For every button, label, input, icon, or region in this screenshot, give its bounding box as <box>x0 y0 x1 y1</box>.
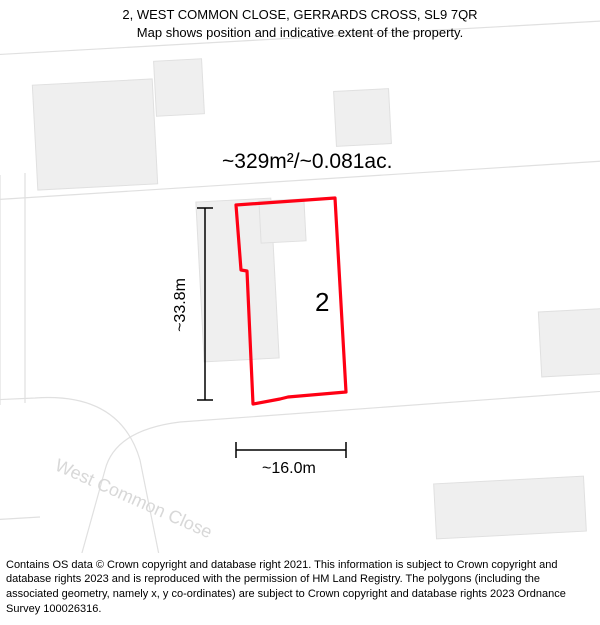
header: 2, WEST COMMON CLOSE, GERRARDS CROSS, SL… <box>0 0 600 42</box>
address-line: 2, WEST COMMON CLOSE, GERRARDS CROSS, SL… <box>0 6 600 24</box>
plot-number: 2 <box>315 287 329 318</box>
map-canvas: ~329m²/~0.081ac. 2 ~33.8m ~16.0m West Co… <box>0 0 600 560</box>
area-label: ~329m²/~0.081ac. <box>222 150 392 174</box>
dimension-horizontal-label: ~16.0m <box>262 460 316 478</box>
dimension-vertical-label: ~33.8m <box>172 278 190 332</box>
subtitle-line: Map shows position and indicative extent… <box>0 24 600 42</box>
attribution-footer: Contains OS data © Crown copyright and d… <box>0 553 600 625</box>
